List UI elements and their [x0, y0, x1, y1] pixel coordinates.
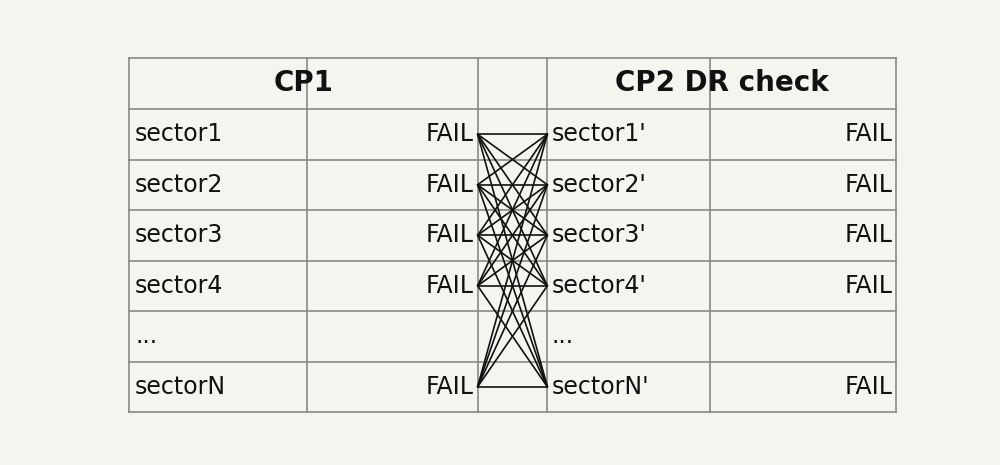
- Text: sector2: sector2: [135, 173, 223, 197]
- Text: FAIL: FAIL: [426, 223, 474, 247]
- Text: sector3: sector3: [135, 223, 223, 247]
- Text: sector4: sector4: [135, 274, 223, 298]
- Text: sector1: sector1: [135, 122, 223, 146]
- Text: FAIL: FAIL: [844, 223, 892, 247]
- Text: sector3': sector3': [551, 223, 646, 247]
- Text: FAIL: FAIL: [426, 375, 474, 399]
- Text: ...: ...: [551, 324, 573, 348]
- Text: FAIL: FAIL: [844, 122, 892, 146]
- Text: sector4': sector4': [551, 274, 646, 298]
- Text: FAIL: FAIL: [426, 122, 474, 146]
- Text: sector2': sector2': [551, 173, 646, 197]
- Text: sector1': sector1': [551, 122, 646, 146]
- Text: FAIL: FAIL: [844, 173, 892, 197]
- Text: CP2 DR check: CP2 DR check: [615, 69, 829, 97]
- Text: FAIL: FAIL: [844, 375, 892, 399]
- Text: ...: ...: [135, 324, 157, 348]
- Text: FAIL: FAIL: [426, 274, 474, 298]
- Text: sectorN': sectorN': [551, 375, 649, 399]
- Text: sectorN: sectorN: [135, 375, 226, 399]
- Text: FAIL: FAIL: [844, 274, 892, 298]
- Text: FAIL: FAIL: [426, 173, 474, 197]
- Text: CP1: CP1: [273, 69, 333, 97]
